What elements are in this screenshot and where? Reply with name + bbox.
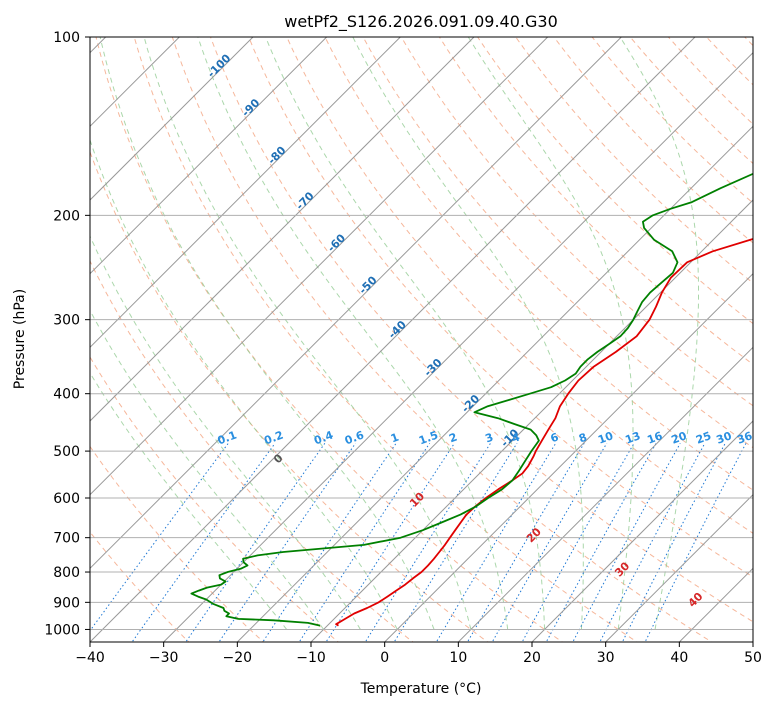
mixing-ratio-line <box>393 443 518 642</box>
x-axis: −40 −30 −20 −10 0 10 20 30 40 50 <box>75 642 762 666</box>
mixing-ratio-line <box>435 443 557 642</box>
mixing-ratio-line <box>298 443 431 642</box>
x-tick-label: 30 <box>597 650 615 666</box>
isotherm <box>236 125 753 642</box>
x-tick-label: 10 <box>449 650 467 666</box>
isotherm <box>457 346 753 642</box>
isotherm <box>90 37 549 496</box>
y-tick-label: 200 <box>53 208 80 224</box>
sounding-series <box>190 172 753 627</box>
isotherm <box>90 37 696 642</box>
mixing-ratio-label: 13 <box>623 429 642 446</box>
dry-adiabat <box>400 37 753 407</box>
mixing-ratio-line <box>90 442 229 632</box>
plot-frame <box>89 36 754 643</box>
dry-adiabat <box>90 150 489 642</box>
mixing-ratio-label: 0.4 <box>312 428 335 447</box>
dry-adiabat <box>209 37 753 623</box>
isotherm <box>384 272 753 642</box>
x-tick-label: −20 <box>223 650 253 666</box>
y-tick-label: 400 <box>53 387 80 403</box>
dry-adiabat <box>286 37 753 534</box>
dry-adiabat <box>171 37 713 642</box>
y-tick-label: 600 <box>53 491 80 507</box>
mixing-ratio-label: 8 <box>577 431 589 446</box>
mixing-ratio-line <box>218 443 357 642</box>
y-axis: 1000 900 800 700 600 500 400 300 200 100 <box>44 30 90 638</box>
x-tick-label: 0 <box>380 650 389 666</box>
moist-adiabat <box>197 37 509 630</box>
moist-adiabat <box>90 371 288 630</box>
y-tick-label: 1000 <box>44 622 80 638</box>
mixing-ratio-label: 2 <box>447 431 459 446</box>
isotherm <box>310 199 753 642</box>
mixing-ratio-label: 1 <box>389 431 401 446</box>
x-tick-label: −10 <box>296 650 326 666</box>
temperature-line <box>335 238 753 627</box>
isotherm <box>90 37 328 275</box>
isotherm <box>531 420 753 642</box>
isotherm <box>90 37 401 349</box>
mixing-ratio-label: 30 <box>715 429 734 447</box>
y-tick-label: 500 <box>53 444 80 460</box>
mixing-ratio-label: 0.2 <box>262 429 285 448</box>
x-tick-label: 50 <box>744 650 762 666</box>
moist-adiabat <box>467 37 634 630</box>
moist-adiabat <box>619 37 699 630</box>
dewpoint-line <box>190 172 753 627</box>
moist-adiabat <box>352 37 584 630</box>
y-tick-label: 800 <box>53 565 80 581</box>
mixing-ratio-line <box>185 443 326 642</box>
moist-adiabat <box>90 138 398 630</box>
x-axis-title: Temperature (°C) <box>360 681 482 697</box>
chart-title: wetPf2_S126.2026.091.09.40.G30 <box>284 12 558 32</box>
y-tick-label: 100 <box>53 30 80 46</box>
mixing-ratio-label: 20 <box>670 429 689 447</box>
moist-adiabat <box>90 235 361 630</box>
y-tick-label: 300 <box>53 313 80 329</box>
isotherm <box>90 37 475 422</box>
mixing-ratio-label: 6 <box>549 430 561 445</box>
mixing-ratio-line <box>325 443 455 642</box>
x-tick-label: −30 <box>149 650 179 666</box>
mixing-ratio-label: 3 <box>483 431 495 446</box>
x-tick-label: 40 <box>670 650 688 666</box>
isotherm <box>605 493 753 642</box>
mixing-ratio-line <box>644 443 747 642</box>
y-axis-title: Pressure (hPa) <box>12 289 28 389</box>
mixing-ratio-line <box>364 443 491 642</box>
mixing-ratio-line <box>545 443 657 642</box>
mixing-ratio-line <box>521 443 635 642</box>
isotherm <box>90 37 622 570</box>
y-tick-label: 900 <box>53 595 80 611</box>
moist-adiabat <box>99 37 435 630</box>
mixing-ratio-label: 16 <box>645 429 664 447</box>
mixing-ratio-label: 0.6 <box>343 428 366 447</box>
isotherm <box>90 37 254 201</box>
dry-adiabat <box>324 37 753 491</box>
moist-adiabat <box>265 37 546 630</box>
x-tick-label: −40 <box>75 650 105 666</box>
mixing-ratio-label: 25 <box>694 429 713 446</box>
isotherm <box>163 51 753 642</box>
mixing-ratio-label: 10 <box>596 429 615 447</box>
mixing-ratio-label: 0.1 <box>216 429 239 448</box>
x-tick-label: 20 <box>523 650 541 666</box>
y-tick-label: 700 <box>53 531 80 547</box>
mixing-ratio-label: 36 <box>735 429 754 447</box>
mixing-ratio-label: 4 <box>510 430 522 445</box>
dry-adiabat <box>248 37 753 578</box>
mixing-ratio-label: 1.5 <box>417 429 440 448</box>
